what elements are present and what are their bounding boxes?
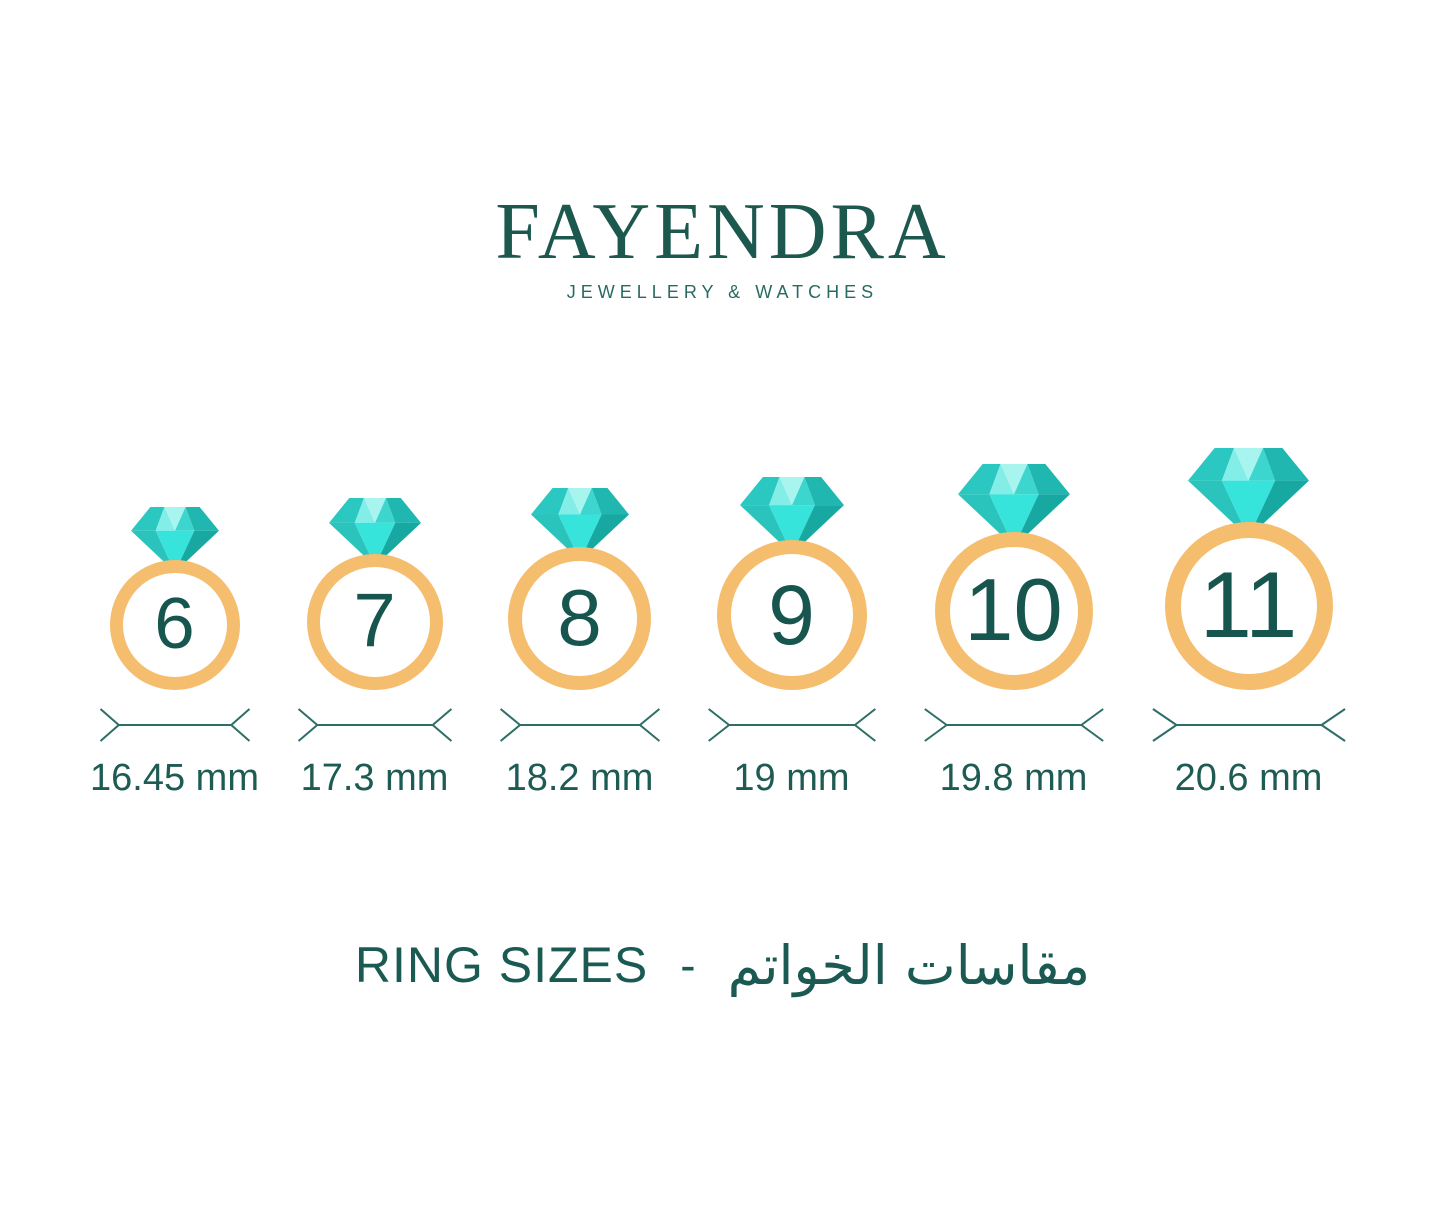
- ring-size-item-9: 9 19 mm: [703, 476, 881, 801]
- title-arabic: مقاسات الخواتم: [727, 933, 1091, 997]
- brand-logo: FAYENDRA JEWELLERY & WATCHES: [0, 0, 1445, 303]
- ring-size-number: 10: [964, 560, 1063, 660]
- diameter-label: 20.6 mm: [1174, 756, 1323, 799]
- diameter-arrow-icon: [923, 707, 1104, 742]
- ring-illustration: 8: [508, 488, 651, 690]
- ring-band: 10: [934, 531, 1093, 690]
- ring-illustration: 7: [306, 498, 443, 690]
- ring-size-number: 7: [353, 578, 396, 664]
- diameter-label: 19 mm: [733, 756, 850, 799]
- title-separator: -: [680, 939, 696, 992]
- diameter-arrow-icon: [499, 707, 660, 742]
- ring-band: 9: [716, 539, 867, 690]
- ring-size-number: 8: [557, 572, 602, 662]
- ring-illustration: 11: [1164, 448, 1333, 690]
- ring-size-item-6: 6 16.45 mm: [90, 507, 259, 800]
- ring-size-item-8: 8 18.2 mm: [495, 488, 665, 801]
- ring-size-number: 9: [768, 567, 815, 662]
- ring-illustration: 6: [109, 507, 240, 690]
- ring-band: 11: [1164, 521, 1333, 690]
- ring-band: 6: [109, 559, 240, 690]
- ring-size-item-7: 7 17.3 mm: [293, 498, 457, 800]
- page-title: RING SIZES - مقاسات الخواتم: [0, 934, 1445, 997]
- diameter-arrow-icon: [297, 707, 452, 742]
- ring-band: 8: [508, 546, 651, 690]
- ring-band: 7: [306, 553, 443, 690]
- diameter-arrow-icon: [99, 707, 250, 742]
- ring-size-number: 11: [1199, 552, 1298, 658]
- diamond-icon: [957, 463, 1070, 547]
- diameter-label: 19.8 mm: [939, 756, 1088, 799]
- diameter-label: 16.45 mm: [90, 756, 259, 799]
- diameter-label: 18.2 mm: [505, 756, 654, 799]
- ring-size-number: 6: [154, 583, 195, 665]
- diamond-icon: [530, 488, 629, 561]
- brand-name: FAYENDRA: [495, 188, 950, 276]
- ring-illustration: 10: [934, 463, 1093, 690]
- diameter-arrow-icon: [707, 707, 876, 742]
- ring-sizes-row: 6 16.45 mm: [0, 448, 1445, 801]
- ring-size-item-11: 11 20.6 mm: [1147, 448, 1351, 801]
- ring-size-item-10: 10 19.8 mm: [919, 463, 1109, 801]
- ring-illustration: 9: [716, 476, 867, 690]
- diameter-arrow-icon: [1151, 707, 1346, 742]
- diameter-label: 17.3 mm: [300, 756, 449, 799]
- title-english: RING SIZES: [354, 937, 649, 994]
- brand-tagline: JEWELLERY & WATCHES: [566, 282, 879, 302]
